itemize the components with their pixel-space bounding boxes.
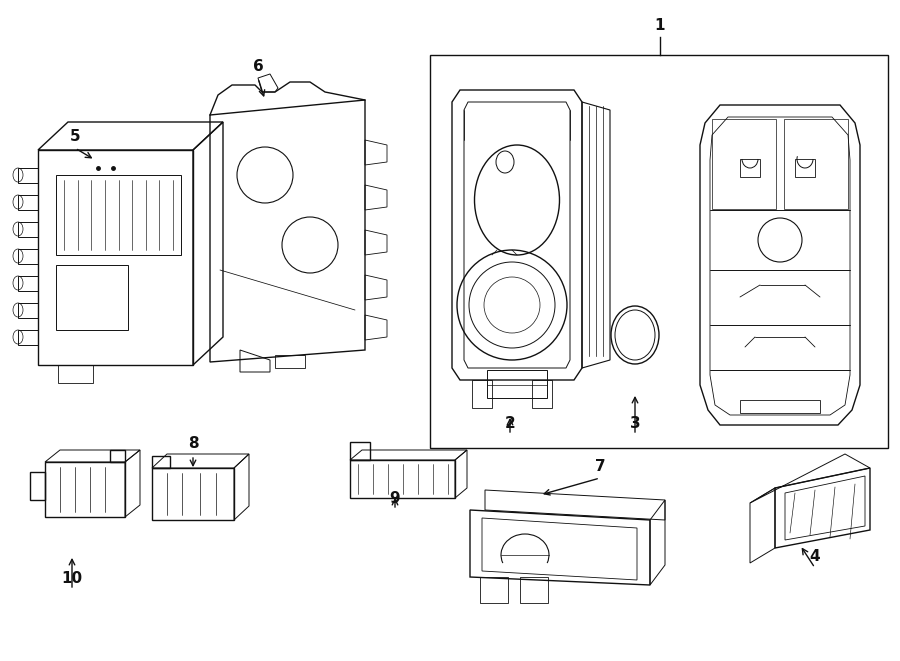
Text: 6: 6 — [253, 59, 264, 74]
Text: 1: 1 — [655, 18, 665, 33]
Text: 3: 3 — [630, 416, 640, 431]
Text: 4: 4 — [810, 549, 820, 564]
Text: 10: 10 — [61, 571, 83, 586]
Text: 7: 7 — [595, 459, 606, 474]
Bar — [430, 55, 888, 448]
Text: 5: 5 — [69, 129, 80, 144]
Text: 2: 2 — [505, 416, 516, 431]
Text: 8: 8 — [188, 436, 198, 451]
Text: 9: 9 — [390, 491, 400, 506]
